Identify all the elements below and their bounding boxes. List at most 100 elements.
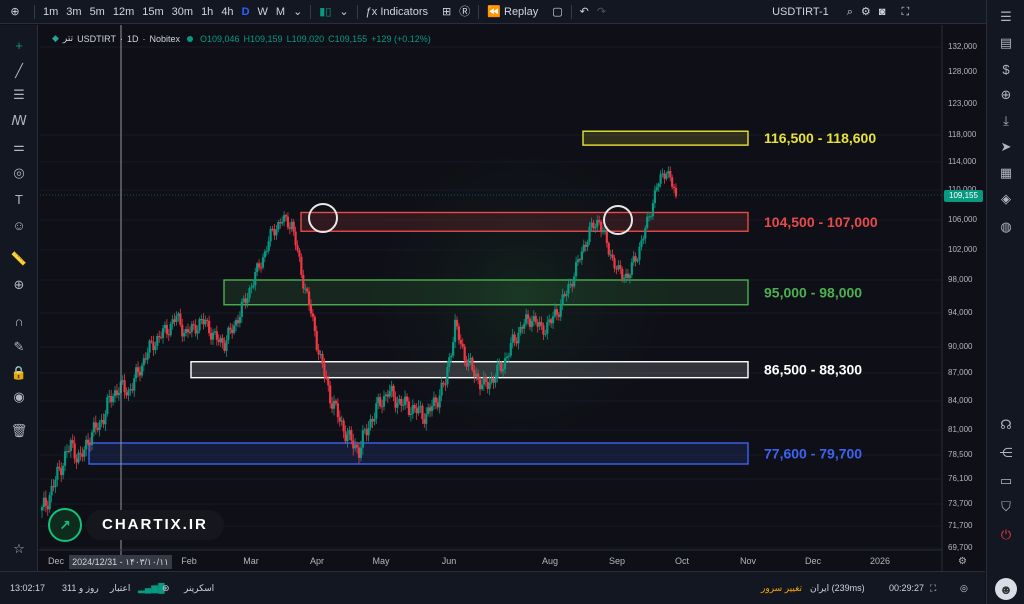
candle-body <box>571 283 574 287</box>
lock-drawing-icon[interactable]: ✎ <box>13 339 25 354</box>
candle-body <box>48 495 51 510</box>
shield-icon[interactable]: ⛉ <box>1001 499 1011 514</box>
candle-body <box>117 392 120 396</box>
text-icon[interactable]: T <box>15 191 23 207</box>
interval-1h[interactable]: 1h <box>201 5 214 18</box>
headset-icon[interactable]: ☊ <box>1000 417 1012 432</box>
candle-body <box>254 271 257 286</box>
price-tick-label: 118,000 <box>948 130 977 139</box>
replay-button[interactable]: ⏪ Replay <box>483 0 542 24</box>
candle-body <box>202 318 205 325</box>
price-zone[interactable] <box>582 130 749 146</box>
candle-body <box>540 322 543 326</box>
settings-icon[interactable]: ⚙ <box>860 5 871 18</box>
candle-body <box>75 458 78 463</box>
search-icon[interactable]: ⌕ <box>846 5 853 18</box>
indicators-button[interactable]: ƒx Indicators <box>362 0 432 24</box>
interval-1m[interactable]: 1m <box>43 5 59 18</box>
add-alert-icon[interactable]: ⊕ <box>1000 87 1012 102</box>
pattern-icon[interactable]: ꟿ <box>11 113 27 128</box>
candle-body <box>419 405 422 407</box>
calendar-icon[interactable]: ▦ <box>999 165 1013 180</box>
send-icon[interactable]: ➤ <box>1000 139 1012 154</box>
alert-icon[interactable]: Ⓡ <box>459 5 471 18</box>
target-icon[interactable]: ◎ <box>960 583 968 593</box>
screener-label[interactable]: اسکرینر <box>184 583 215 593</box>
screener-icon[interactable]: ⊛ <box>162 583 170 593</box>
price-zone[interactable] <box>300 211 749 232</box>
menu-icon[interactable]: ☰ <box>1000 9 1012 24</box>
avatar[interactable]: ☻ <box>995 578 1017 600</box>
brush-icon[interactable]: ◎ <box>13 165 25 180</box>
candle-body <box>636 259 639 262</box>
candle-body <box>457 326 461 340</box>
interval-30m[interactable]: 30m <box>171 5 194 18</box>
candle-body <box>186 329 190 332</box>
price-tick-label: 123,000 <box>948 98 977 108</box>
interval-15m[interactable]: 15m <box>142 5 164 18</box>
legend-low: L109,020 <box>286 33 325 44</box>
candle-body <box>213 331 217 333</box>
templates-icon[interactable]: ⊞ <box>442 5 452 18</box>
redo-icon[interactable]: ↷ <box>596 5 607 18</box>
square-icon[interactable]: ▢ <box>552 5 563 18</box>
lock-icon[interactable]: 🔒 <box>10 365 28 380</box>
interval-3m[interactable]: 3m <box>66 5 82 18</box>
chevron-down-icon[interactable]: ⌄ <box>339 5 349 18</box>
dollar-icon[interactable]: $ <box>1002 61 1010 77</box>
watchlist-icon[interactable]: ▤ <box>999 35 1013 50</box>
candle-body <box>515 341 518 344</box>
fullscreen-icon[interactable]: ⛶ <box>901 5 910 18</box>
candle-body <box>106 397 109 414</box>
interval-5m[interactable]: 5m <box>89 5 105 18</box>
card-icon[interactable]: ▭ <box>999 473 1013 488</box>
fullscreen-icon[interactable]: ⛶ <box>930 583 937 593</box>
star-icon[interactable]: ☆ <box>13 541 25 556</box>
trend-line-icon[interactable]: ╱ <box>15 63 23 78</box>
chart-legend[interactable]: ◆ تتر USDTIRT · 1D · Nobitex O109,046 H1… <box>52 33 431 44</box>
add-symbol-icon[interactable]: ⊕ <box>10 5 20 18</box>
fib-icon[interactable]: ⚌ <box>13 139 25 154</box>
legend-change: +129 (+0.12%) <box>371 33 431 44</box>
interval-w[interactable]: W <box>257 5 268 18</box>
undo-icon[interactable]: ↶ <box>579 5 589 18</box>
candle-body <box>321 353 324 364</box>
candle-body <box>263 251 266 258</box>
price-zone[interactable] <box>88 442 749 465</box>
candles <box>40 166 678 519</box>
magnet-icon[interactable]: ∩ <box>14 313 24 329</box>
candles-icon[interactable]: ▮▯ <box>319 5 332 18</box>
interval-d[interactable]: D <box>241 5 250 18</box>
share-icon[interactable]: ⋲ <box>999 445 1013 460</box>
interval-m[interactable]: M <box>275 5 286 18</box>
emoji-icon[interactable]: ☺ <box>12 217 26 233</box>
chevron-down-icon[interactable]: ⌄ <box>293 5 303 18</box>
candle-body <box>135 367 138 379</box>
layers-icon[interactable]: ◈ <box>1001 191 1011 206</box>
candle-body <box>181 324 184 337</box>
candle-body <box>208 320 211 334</box>
interval-12m[interactable]: 12m <box>112 5 135 18</box>
download-icon[interactable]: ⤓ <box>1003 113 1009 128</box>
candle-body <box>350 430 353 441</box>
candle-body <box>355 444 359 448</box>
eye-icon[interactable]: ◉ <box>13 389 25 404</box>
function-icon: ƒx <box>365 5 381 18</box>
chart-area[interactable]: 116,500 - 118,600 104,500 - 107,000 95,000… <box>39 25 985 571</box>
server-change-link[interactable]: تغییر سرور <box>761 583 802 593</box>
price-chart[interactable]: 116,500 - 118,600 104,500 - 107,000 95,000… <box>39 25 985 571</box>
globe-icon[interactable]: ◍ <box>1000 219 1012 234</box>
horizontal-lines-icon[interactable]: ☰ <box>13 87 25 102</box>
time-tick-label: 2026 <box>869 556 891 566</box>
ruler-icon[interactable]: 📏 <box>10 251 28 266</box>
power-icon[interactable]: ⏻ <box>1000 527 1012 542</box>
zoom-icon[interactable]: ⊕ <box>13 277 25 292</box>
crosshair-icon[interactable]: + <box>15 37 23 53</box>
legend-separator: · <box>119 33 123 44</box>
price-tick-label: 132,000 <box>948 42 977 51</box>
symbol-name[interactable]: USDTIRT-1 <box>772 5 829 18</box>
settings-gear-icon[interactable]: ⚙ <box>958 556 967 567</box>
camera-icon[interactable]: ◙ <box>878 5 886 18</box>
interval-4h[interactable]: 4h <box>221 5 234 18</box>
trash-icon[interactable]: 🗑 <box>10 423 28 438</box>
